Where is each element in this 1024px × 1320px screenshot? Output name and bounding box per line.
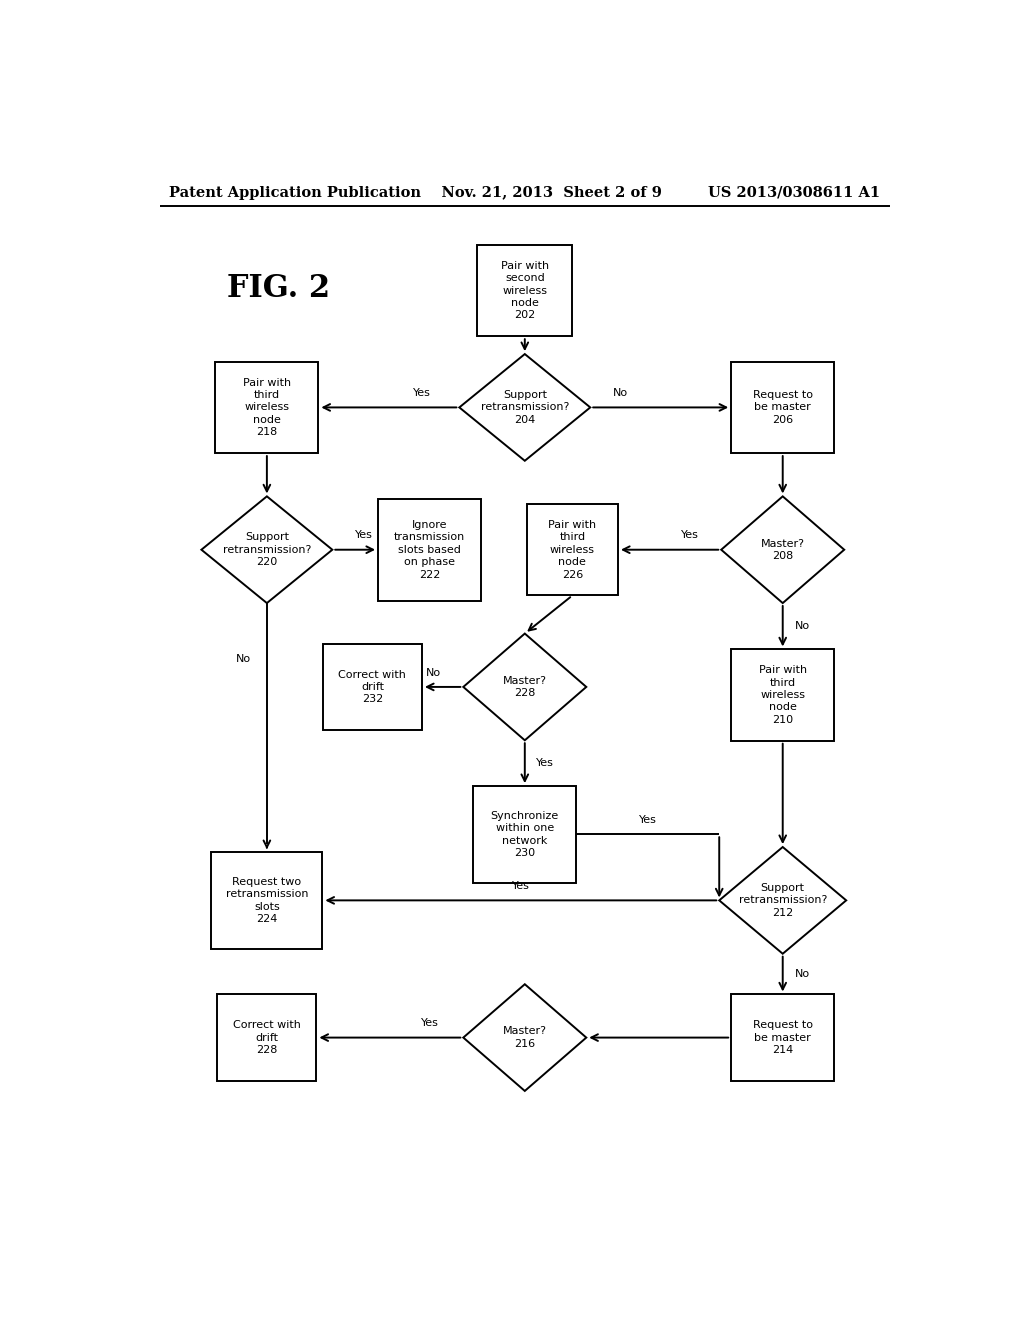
FancyBboxPatch shape: [378, 499, 481, 601]
FancyBboxPatch shape: [473, 785, 577, 883]
Text: No: No: [795, 969, 810, 979]
Text: Yes: Yes: [512, 882, 529, 891]
Text: Request to
be master
206: Request to be master 206: [753, 389, 813, 425]
Text: Master?
216: Master? 216: [503, 1027, 547, 1049]
Polygon shape: [460, 354, 590, 461]
Text: Support
retransmission?
220: Support retransmission? 220: [222, 532, 311, 568]
Text: Master?
228: Master? 228: [503, 676, 547, 698]
FancyBboxPatch shape: [526, 504, 618, 595]
Text: Pair with
third
wireless
node
218: Pair with third wireless node 218: [243, 378, 291, 437]
Text: Pair with
third
wireless
node
226: Pair with third wireless node 226: [549, 520, 596, 579]
FancyBboxPatch shape: [477, 244, 572, 337]
Text: Master?
208: Master? 208: [761, 539, 805, 561]
Polygon shape: [463, 634, 587, 741]
Text: Yes: Yes: [413, 388, 431, 399]
FancyBboxPatch shape: [731, 649, 835, 741]
Text: Ignore
transmission
slots based
on phase
222: Ignore transmission slots based on phase…: [394, 520, 465, 579]
Text: FIG. 2: FIG. 2: [227, 273, 331, 304]
Text: Pair with
third
wireless
node
210: Pair with third wireless node 210: [759, 665, 807, 725]
Polygon shape: [463, 985, 587, 1090]
Polygon shape: [202, 496, 333, 603]
Text: Yes: Yes: [681, 531, 698, 540]
FancyBboxPatch shape: [731, 362, 835, 453]
Text: No: No: [426, 668, 440, 677]
Text: No: No: [236, 653, 251, 664]
Text: Yes: Yes: [639, 814, 656, 825]
Polygon shape: [719, 847, 846, 954]
Text: No: No: [795, 622, 810, 631]
Text: Pair with
second
wireless
node
202: Pair with second wireless node 202: [501, 261, 549, 321]
Text: Yes: Yes: [355, 531, 373, 540]
Text: Correct with
drift
232: Correct with drift 232: [339, 669, 407, 705]
Text: Yes: Yes: [536, 758, 554, 768]
Text: Support
retransmission?
212: Support retransmission? 212: [738, 883, 827, 917]
FancyBboxPatch shape: [323, 644, 422, 730]
Text: Request to
be master
214: Request to be master 214: [753, 1020, 813, 1055]
FancyBboxPatch shape: [217, 994, 316, 1081]
Polygon shape: [721, 496, 844, 603]
Text: Support
retransmission?
204: Support retransmission? 204: [480, 389, 569, 425]
Text: Correct with
drift
228: Correct with drift 228: [232, 1020, 301, 1055]
FancyBboxPatch shape: [731, 994, 835, 1081]
Text: Yes: Yes: [421, 1018, 439, 1028]
Text: No: No: [613, 388, 628, 399]
Text: Request two
retransmission
slots
224: Request two retransmission slots 224: [225, 876, 308, 924]
Text: Patent Application Publication    Nov. 21, 2013  Sheet 2 of 9         US 2013/03: Patent Application Publication Nov. 21, …: [169, 186, 881, 199]
Text: Synchronize
within one
network
230: Synchronize within one network 230: [490, 810, 559, 858]
FancyBboxPatch shape: [215, 362, 318, 453]
FancyBboxPatch shape: [211, 853, 323, 949]
